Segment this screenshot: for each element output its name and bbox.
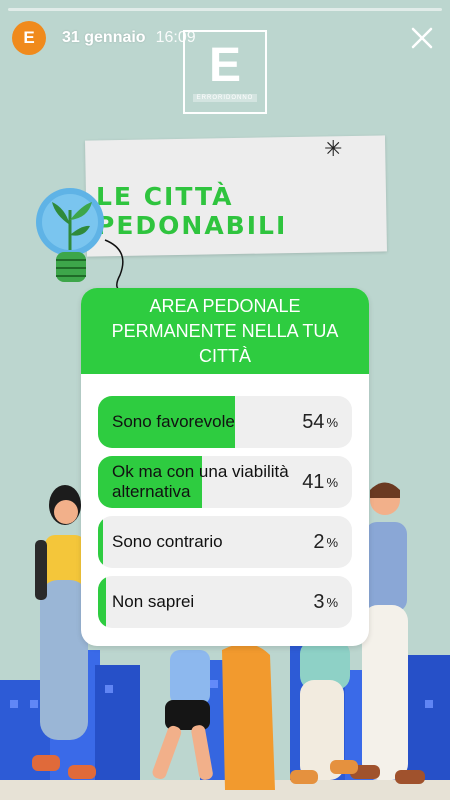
- poll-option-favorevole[interactable]: Sono favorevole 54%: [98, 396, 352, 448]
- city-illustration: [0, 482, 450, 800]
- poll-option-fill: [98, 516, 104, 568]
- poll-option-label: Ok ma con una viabilità alternativa: [112, 462, 289, 501]
- poll-option-non-saprei[interactable]: Non saprei 3%: [98, 576, 352, 628]
- poll-option-percent: 3%: [313, 590, 338, 613]
- story-title: LE CITTÀ PEDONABILI: [96, 182, 288, 240]
- poll-question: AREA PEDONALE PERMANENTE NELLA TUA CITTÀ: [111, 295, 339, 366]
- poll-option-fill: [98, 396, 236, 448]
- poll-option-label: Sono favorevole: [112, 412, 235, 431]
- poll-option-label: Non saprei: [112, 592, 195, 611]
- poll-option-percent: 41%: [302, 470, 338, 493]
- close-icon: [411, 27, 433, 49]
- lightbulb-icon: [36, 188, 125, 293]
- poll-option-percent: 54%: [302, 410, 338, 433]
- close-button[interactable]: [408, 24, 436, 52]
- poll-option-fill: [98, 576, 106, 628]
- story-time: 16:09: [155, 29, 196, 46]
- story-header: E 31 gennaio 16:09: [12, 20, 438, 56]
- poll-header: AREA PEDONALE PERMANENTE NELLA TUA CITTÀ: [81, 288, 369, 374]
- poll-card: AREA PEDONALE PERMANENTE NELLA TUA CITTÀ…: [81, 288, 369, 646]
- poll-option-label: Sono contrario: [112, 532, 223, 551]
- poll-option-contrario[interactable]: Sono contrario 2%: [98, 516, 352, 568]
- poll-option-fill: [98, 456, 203, 508]
- poll-option-percent: 2%: [313, 530, 338, 553]
- star-icon: ✳: [324, 136, 343, 161]
- brand-logo: E ERRORIDONNO: [183, 30, 267, 114]
- story-date: 31 gennaio: [62, 29, 146, 46]
- poll-option-alternativa[interactable]: Ok ma con una viabilità alternativa 41%: [98, 456, 352, 508]
- profile-avatar[interactable]: E: [12, 21, 46, 55]
- story-progress-bar: [8, 8, 442, 11]
